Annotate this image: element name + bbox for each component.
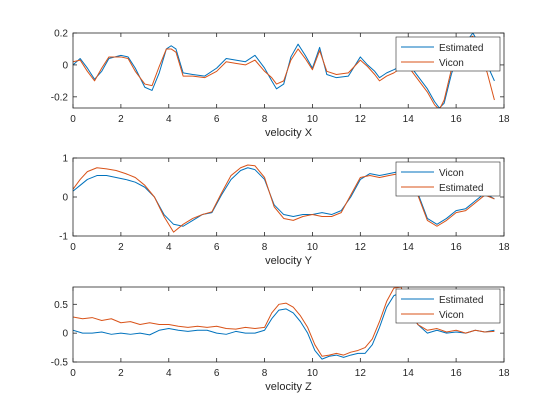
series-line-estimated — [73, 33, 495, 108]
y-tick-label: 0 — [62, 329, 68, 340]
legend-label-vicon: Vicon — [439, 168, 464, 179]
x-tick-label: 8 — [262, 368, 268, 379]
axes-box — [72, 32, 505, 109]
legend-box — [395, 36, 501, 72]
legend-box — [395, 161, 501, 197]
legend-box — [395, 288, 501, 324]
x-tick-label: 0 — [70, 242, 76, 253]
x-axis-label: velocity Y — [265, 255, 313, 267]
x-tick-label: 14 — [403, 368, 415, 379]
x-tick-label: 12 — [355, 114, 367, 125]
x-tick-label: 6 — [214, 242, 220, 253]
x-tick-label: 4 — [166, 368, 172, 379]
x-tick-label: 14 — [403, 242, 415, 253]
x-tick-label: 2 — [118, 368, 124, 379]
x-tick-label: 10 — [307, 242, 319, 253]
series-line-vicon — [73, 167, 495, 227]
x-tick-label: 0 — [70, 368, 76, 379]
x-tick-label: 4 — [166, 114, 172, 125]
x-tick-label: 16 — [451, 114, 463, 125]
x-tick-label: 8 — [262, 114, 268, 125]
x-tick-label: 2 — [118, 242, 124, 253]
x-axis-label: velocity X — [265, 127, 313, 139]
y-tick-label: 0.5 — [54, 300, 68, 311]
x-tick-label: 2 — [118, 114, 124, 125]
x-tick-label: 18 — [498, 368, 510, 379]
x-tick-label: 4 — [166, 242, 172, 253]
y-tick-label: -0.2 — [51, 92, 69, 103]
legend-label-estimated: Estimated — [439, 295, 483, 306]
y-tick-label: -0.5 — [51, 358, 69, 369]
x-tick-label: 10 — [307, 114, 319, 125]
y-tick-label: 0.2 — [54, 29, 68, 40]
series-line-vicon — [73, 35, 495, 108]
y-tick-label: 0 — [62, 193, 68, 204]
legend-label-vicon: Vicon — [439, 58, 464, 69]
legend-label-estimated: Estimated — [439, 43, 483, 54]
legend: Estimated Vicon — [395, 288, 501, 324]
x-tick-label: 6 — [214, 368, 220, 379]
x-tick-label: 12 — [355, 242, 367, 253]
legend-label-vicon: Vicon — [439, 310, 464, 321]
x-tick-label: 10 — [307, 368, 319, 379]
legend: Estimated Vicon — [395, 36, 501, 72]
legend-label-estimated: Estimated — [439, 183, 483, 194]
x-tick-label: 18 — [498, 242, 510, 253]
y-tick-label: -1 — [59, 232, 68, 243]
x-tick-label: 14 — [403, 114, 415, 125]
axes-box — [72, 286, 505, 363]
y-tick-label: 0 — [62, 60, 68, 71]
x-axis-label: velocity Z — [265, 381, 312, 393]
y-tick-label: 1 — [62, 154, 68, 165]
x-tick-label: 18 — [498, 114, 510, 125]
series-line-estimated — [73, 164, 495, 233]
x-tick-label: 16 — [451, 242, 463, 253]
x-tick-label: 6 — [214, 114, 220, 125]
x-tick-label: 8 — [262, 242, 268, 253]
legend: Vicon Estimated — [395, 161, 501, 197]
x-tick-label: 0 — [70, 114, 76, 125]
x-tick-label: 12 — [355, 368, 367, 379]
x-tick-label: 16 — [451, 368, 463, 379]
